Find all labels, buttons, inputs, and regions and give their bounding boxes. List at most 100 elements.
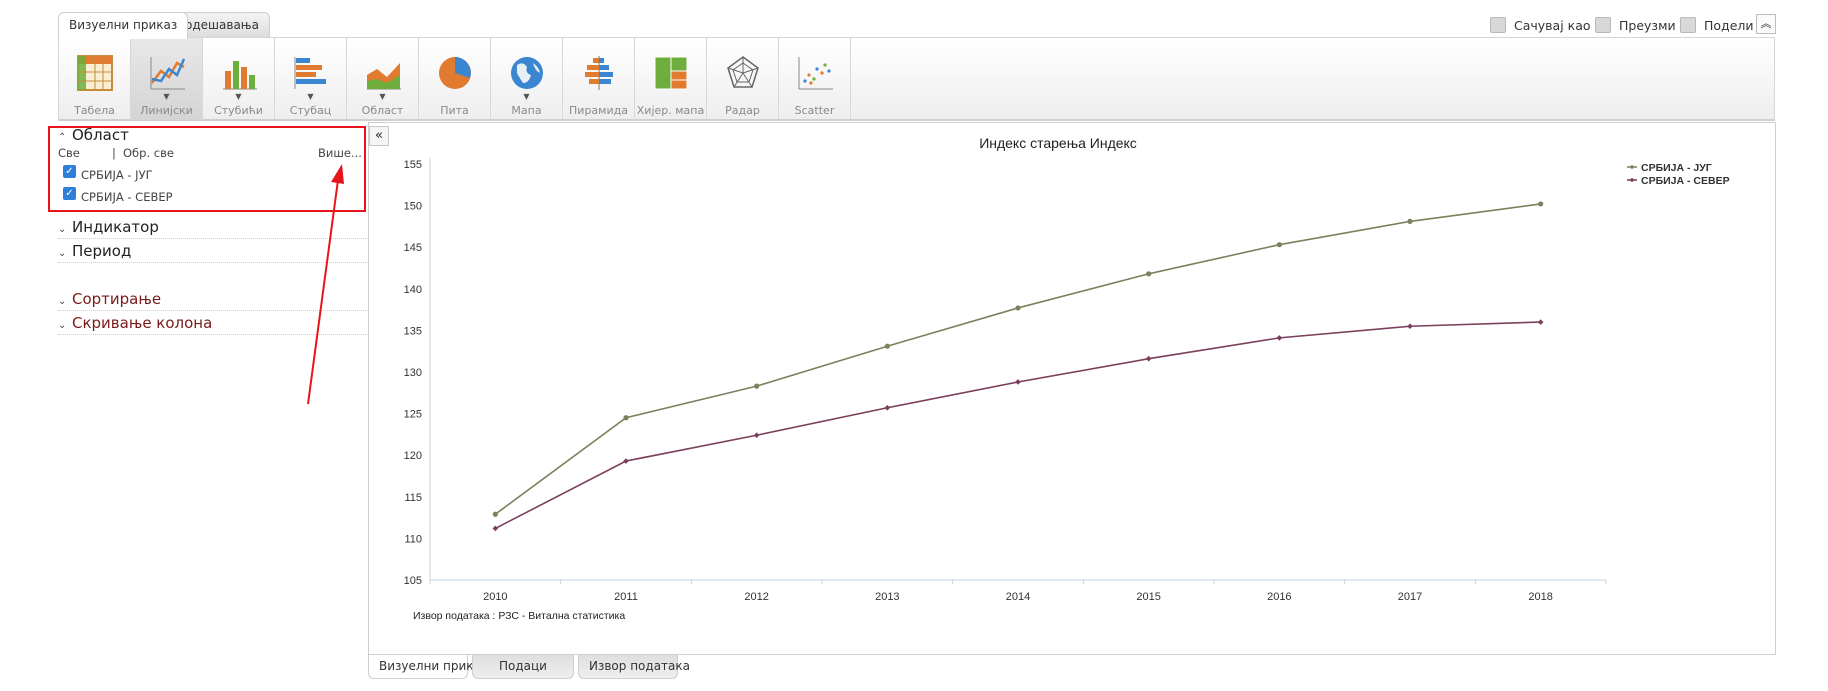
select-all-link[interactable]: Све [58, 146, 80, 160]
tool-label: Хијер. мапа [636, 104, 705, 117]
save-as-button[interactable]: Сачувај као [1490, 16, 1591, 34]
chart-title: Индекс старења Индекс [979, 135, 1137, 151]
share-icon [1680, 17, 1696, 33]
legend-marker-dot [1630, 178, 1634, 182]
x-tick-label: 2016 [1267, 591, 1291, 603]
download-icon [1595, 17, 1611, 33]
tool-area[interactable]: ▼ Област [347, 38, 419, 120]
line-chart: Индекс старења Индекс 105 110 115 120 125 130 1… [404, 135, 1730, 622]
y-tick-label: 105 [404, 575, 422, 587]
chart-type-toolbar: Табела ▼ Линијски ▼ Стубићи ▼ Стубац [58, 37, 1775, 121]
collapse-toolbar-button[interactable]: ︽ [1756, 14, 1776, 34]
section-indikator[interactable]: ⌄ Индикатор [58, 218, 159, 236]
data-point [492, 525, 499, 532]
chevron-down-icon: ▼ [235, 92, 242, 101]
data-point [1015, 305, 1021, 311]
data-point [1407, 218, 1413, 225]
y-tick-label: 110 [404, 533, 422, 545]
share-button[interactable]: Подели [1680, 16, 1754, 34]
tool-map[interactable]: ▼ Мапа [491, 38, 563, 120]
tool-label: Табела [74, 104, 115, 117]
tool-columns[interactable]: ▼ Стубићи [203, 38, 275, 120]
bottom-tab-source[interactable]: Извор података [578, 655, 690, 679]
tool-treemap[interactable]: Хијер. мапа [635, 38, 707, 120]
chart-panel [368, 122, 1776, 655]
divider [58, 238, 368, 239]
scatter-chart-icon [798, 57, 833, 90]
x-tick-label: 2010 [483, 591, 507, 603]
bottom-tab-data[interactable]: Подаци [472, 655, 574, 679]
invert-all-link[interactable]: Обр. све [123, 146, 174, 160]
download-button[interactable]: Преузми [1595, 16, 1676, 34]
section-title: Период [72, 242, 132, 260]
chevron-down-icon: ▼ [379, 92, 386, 101]
tool-label: Стубац [289, 104, 332, 117]
data-point [1276, 335, 1283, 341]
tool-pyramid[interactable]: Пирамида [563, 38, 635, 120]
y-tick-label: 155 [404, 159, 422, 171]
tab-visual[interactable]: Визуелни приказ [58, 12, 189, 39]
pyramid-chart-icon [585, 56, 613, 90]
toggle-filter-panel-button[interactable]: « [369, 126, 389, 146]
tool-pie[interactable]: Пита [419, 38, 491, 120]
checkbox-sever[interactable]: ✓ [63, 187, 76, 200]
section-hide-columns[interactable]: ⌄ Скривање колона [58, 314, 212, 332]
data-point [754, 383, 760, 389]
x-tick-label: 2013 [875, 591, 899, 603]
bottom-tab-visual[interactable]: Визуелни приказ [368, 655, 487, 679]
x-tick-label: 2015 [1136, 591, 1160, 603]
treemap-icon [654, 56, 688, 90]
chevron-down-icon: ⌄ [58, 296, 67, 307]
tool-label: Пита [440, 104, 469, 117]
data-point [884, 343, 890, 349]
divider [58, 310, 368, 311]
column-chart-icon [223, 61, 257, 90]
tool-scatter[interactable]: Scatter [779, 38, 851, 120]
tool-line[interactable]: ▼ Линијски [131, 38, 203, 120]
y-tick-label: 150 [404, 201, 422, 213]
download-label: Преузми [1619, 17, 1676, 33]
option-label: СРБИЈА - СЕВЕР [81, 190, 173, 204]
section-sort[interactable]: ⌄ Сортирање [58, 290, 161, 308]
area-chart-icon [367, 63, 401, 90]
data-point [623, 415, 629, 421]
chevron-down-icon: ⌄ [58, 320, 67, 331]
chevron-up-icon: ⌃ [58, 132, 67, 143]
y-tick-label: 135 [404, 325, 422, 337]
check-icon: ✓ [65, 166, 74, 177]
bar-chart-icon [294, 57, 326, 89]
double-chevron-left-icon: « [375, 128, 383, 143]
tool-radar[interactable]: Радар [707, 38, 779, 120]
floppy-icon [1490, 17, 1506, 33]
tool-label: Scatter [794, 104, 835, 117]
section-period[interactable]: ⌄ Период [58, 242, 131, 260]
data-point [1015, 379, 1021, 385]
section-title: Скривање колона [72, 314, 213, 332]
globe-icon [511, 57, 543, 89]
table-icon [77, 55, 113, 91]
tool-label: Линијски [140, 104, 193, 117]
tool-bar[interactable]: ▼ Стубац [275, 38, 347, 120]
check-icon: ✓ [65, 188, 74, 199]
x-tick-label: 2018 [1528, 591, 1552, 603]
chevron-down-icon: ⌄ [58, 248, 67, 259]
more-link[interactable]: Више... [318, 146, 362, 160]
y-tick-label: 130 [404, 367, 422, 379]
section-title: Сортирање [72, 290, 162, 308]
highlight-box [48, 126, 366, 212]
chevron-up-icon: ︽ [1760, 17, 1772, 30]
source-note: Извор података : РЗС - Витална статистик… [413, 610, 625, 622]
data-point [1407, 323, 1413, 330]
tool-table[interactable]: Табела [59, 38, 131, 120]
tool-label: Стубићи [214, 104, 263, 117]
divider [58, 334, 368, 335]
tool-label: Пирамида [569, 104, 628, 117]
chevron-down-icon: ▼ [307, 92, 314, 101]
option-label: СРБИЈА - ЈУГ [81, 168, 153, 182]
checkbox-jug[interactable]: ✓ [63, 165, 76, 178]
radar-chart-icon [727, 56, 759, 88]
section-oblast[interactable]: ⌃ Област [58, 126, 129, 144]
y-tick-label: 120 [404, 450, 422, 462]
share-label: Подели [1704, 17, 1754, 33]
legend-label: СРБИЈА - СЕВЕР [1641, 175, 1730, 187]
